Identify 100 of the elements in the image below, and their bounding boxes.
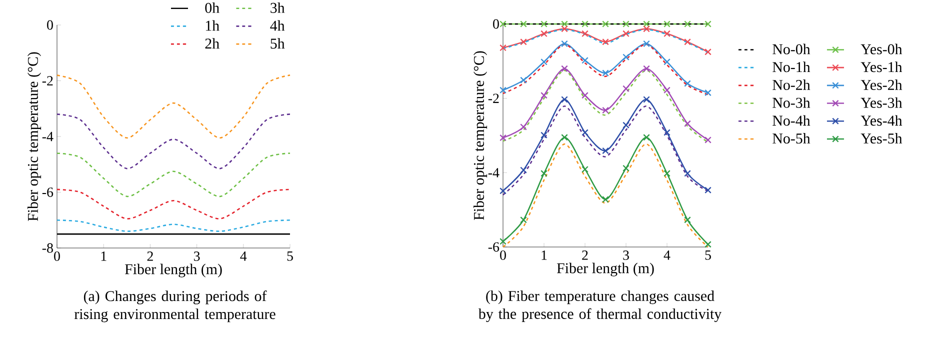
point	[582, 57, 588, 64]
legend-label: No-5h	[772, 133, 810, 144]
point	[500, 238, 506, 245]
point	[520, 166, 527, 174]
point	[704, 136, 712, 144]
legend-label: Yes-1h	[860, 62, 902, 72]
point	[622, 122, 630, 129]
point	[520, 76, 527, 84]
point	[561, 96, 568, 103]
point	[500, 187, 506, 194]
point	[520, 124, 527, 130]
legend-label: Yes-0h	[860, 44, 902, 54]
point	[643, 134, 650, 141]
x-tick-label: 1	[542, 250, 547, 260]
point	[622, 30, 630, 38]
point	[643, 25, 650, 32]
point	[520, 38, 527, 46]
point	[561, 40, 568, 48]
point	[520, 216, 527, 224]
point	[622, 85, 630, 92]
point	[704, 240, 712, 248]
y-tick-label: -2	[42, 76, 53, 86]
x-tick-label: 2	[147, 252, 153, 261]
point	[704, 48, 712, 56]
point	[602, 106, 609, 114]
x-tick-label: 0	[54, 252, 60, 261]
point	[622, 20, 630, 28]
point	[540, 20, 548, 28]
legend-label: No-2h	[772, 80, 810, 90]
point	[561, 25, 568, 32]
point	[500, 134, 506, 142]
legend-label: 0h	[205, 2, 220, 13]
line-series	[56, 188, 291, 220]
point	[664, 86, 670, 94]
point	[602, 70, 609, 76]
point	[500, 20, 506, 28]
legend-label: Yes-4h	[860, 115, 902, 126]
point	[704, 186, 712, 194]
point	[684, 170, 691, 177]
legend-label: No-0h	[772, 44, 810, 54]
point	[520, 20, 527, 28]
legend-label: No-1h	[772, 62, 810, 72]
x-tick-label: 0	[500, 250, 506, 260]
point	[664, 30, 670, 38]
point	[582, 20, 588, 28]
point	[622, 54, 630, 61]
point	[664, 129, 670, 136]
point	[643, 96, 650, 103]
x-tick-label: 5	[705, 250, 711, 260]
point	[561, 65, 568, 72]
point	[643, 20, 650, 28]
legend-label: Yes-3h	[860, 97, 902, 108]
line-series	[56, 114, 291, 170]
point	[561, 20, 568, 28]
point	[582, 129, 588, 136]
point	[664, 170, 670, 177]
point	[684, 20, 691, 28]
x-tick-label: 4	[240, 252, 247, 261]
line-series	[56, 219, 291, 232]
y-tick-label: -6	[42, 188, 54, 197]
x-axis-title: Fiber length (m)	[556, 262, 654, 276]
y-tick-label: -8	[42, 243, 53, 253]
point	[540, 170, 548, 177]
point	[500, 44, 506, 52]
legend-label: Yes-5h	[860, 133, 902, 144]
point	[561, 134, 568, 141]
point	[704, 89, 712, 96]
point	[684, 120, 691, 128]
point	[582, 30, 588, 38]
point	[684, 216, 691, 224]
point	[602, 38, 609, 46]
legend-label: 4h	[270, 20, 285, 31]
point	[582, 92, 588, 99]
x-tick-label: 2	[582, 250, 588, 260]
line-series	[56, 152, 291, 198]
point	[602, 20, 609, 28]
y-tick-label: 0	[47, 20, 53, 30]
point	[684, 38, 691, 46]
point	[540, 132, 548, 139]
y-tick-label: -4	[488, 168, 500, 178]
point	[664, 20, 670, 28]
point	[622, 164, 630, 172]
text: (b) Fiber temperature changes caused by the presence of thermal conductivity	[478, 290, 722, 322]
x-axis-title: Fiber length (m)	[124, 264, 222, 278]
x-tick-label: 3	[194, 252, 200, 261]
y-tick-label: -4	[42, 132, 54, 142]
point	[540, 92, 548, 99]
point	[664, 58, 670, 66]
x-tick-label: 4	[664, 250, 670, 260]
point	[602, 147, 609, 154]
point	[540, 30, 548, 38]
legend-label: No-3h	[772, 97, 810, 108]
point	[602, 196, 609, 203]
point	[704, 20, 712, 28]
legend-label: 1h	[206, 20, 220, 31]
point	[540, 58, 548, 66]
y-axis-title: Fiber optic temperature (°C)	[27, 52, 42, 222]
x-tick-label: 3	[623, 250, 629, 260]
point	[500, 86, 506, 94]
legend-label: 5h	[270, 38, 285, 49]
